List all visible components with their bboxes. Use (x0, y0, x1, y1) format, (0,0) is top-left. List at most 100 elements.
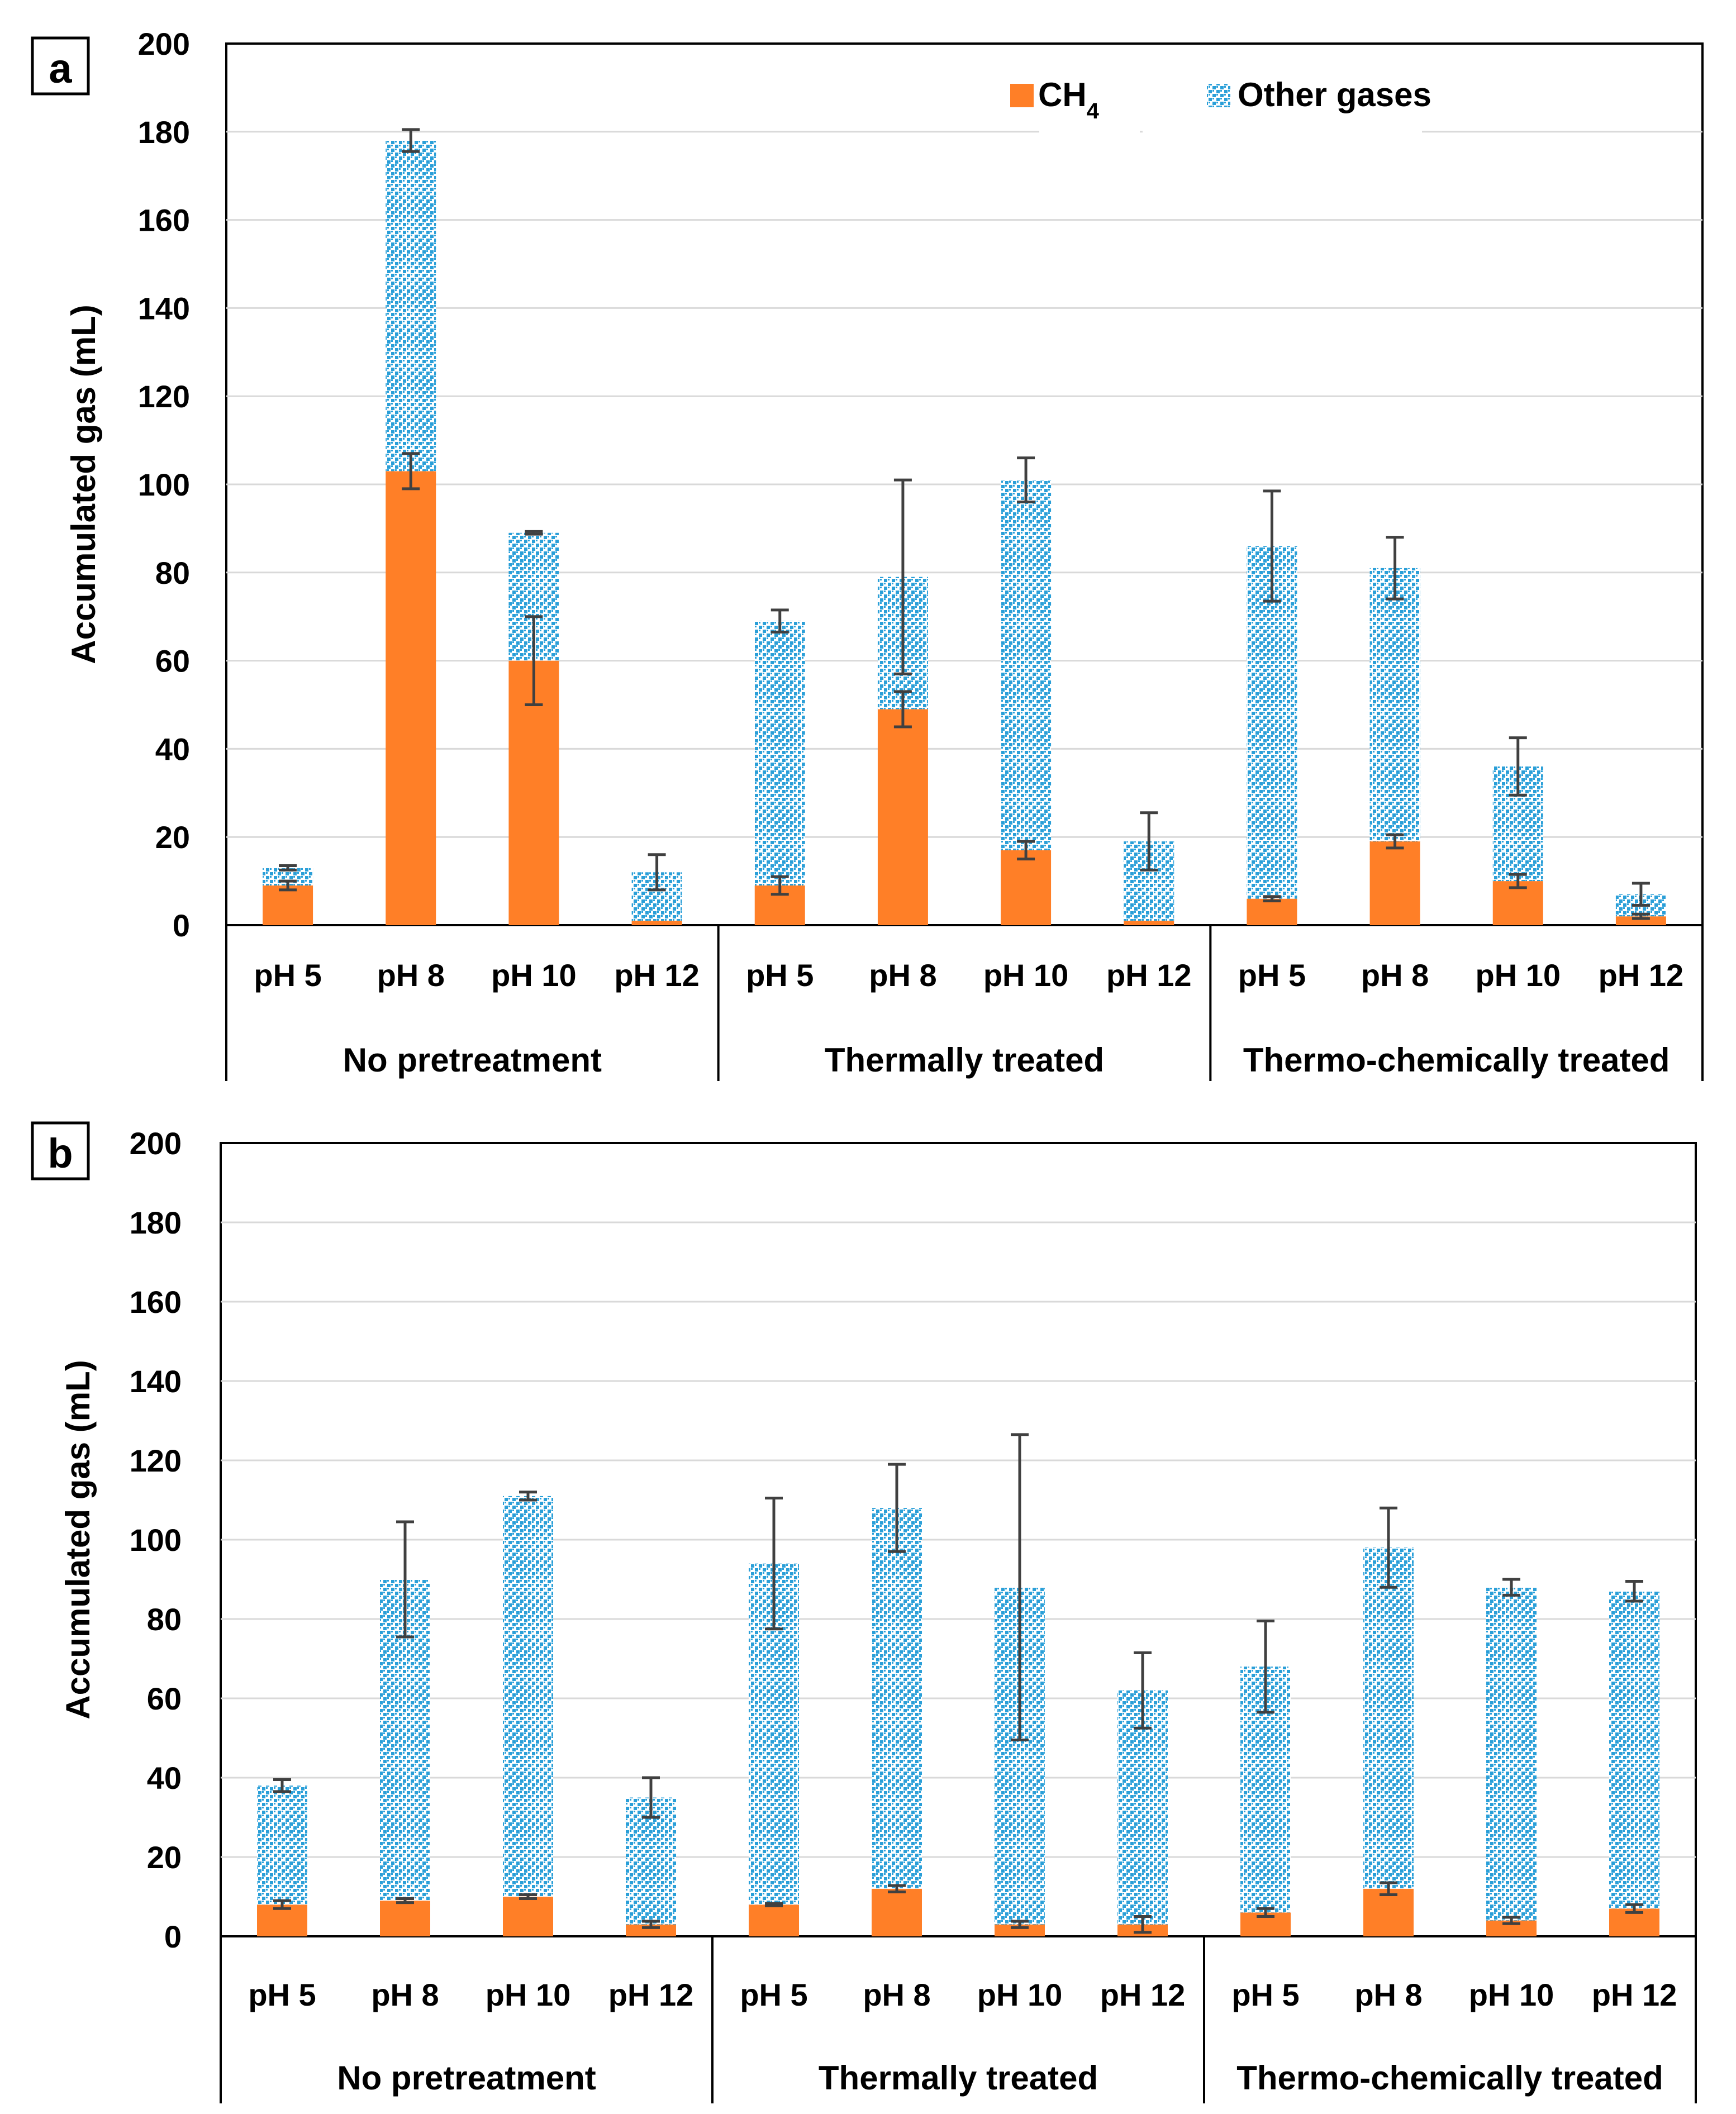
x-category-label: pH 12 (608, 1977, 694, 2012)
bar-other-gases (1363, 1548, 1414, 1889)
error-bar-total (279, 864, 297, 872)
y-tick-label: 0 (164, 1919, 182, 1954)
panel-b-y-tick-labels: 0 20 40 60 80 100 120 140 160 180 200 (130, 1126, 182, 1954)
x-category-label: pH 8 (1354, 1977, 1422, 2012)
bar-ch4 (386, 471, 436, 925)
error-bar-total (1011, 1433, 1029, 1742)
x-category-label: pH 5 (746, 958, 814, 993)
bar-other-gases (1369, 568, 1420, 842)
error-bar-ch4 (279, 879, 297, 892)
bar-other-gases (1247, 546, 1297, 899)
bar-other-gases (754, 621, 805, 885)
error-bar-ch4 (765, 1902, 783, 1907)
y-tick-label: 180 (130, 1205, 182, 1240)
panel-b-letter: b (47, 1130, 73, 1177)
x-category-label: pH 8 (371, 1977, 439, 2012)
x-category-label: pH 10 (977, 1977, 1063, 2012)
error-bar-ch4 (1011, 1920, 1029, 1929)
error-bar-total (1509, 736, 1527, 797)
error-bar-total (888, 1463, 906, 1553)
error-bar-ch4 (1386, 833, 1404, 850)
error-bar-total (519, 1491, 537, 1502)
error-bar-total (525, 530, 543, 536)
y-tick-label: 140 (138, 291, 190, 326)
bar-ch4 (503, 1897, 553, 1936)
error-bar-total (893, 478, 912, 675)
x-category-label: pH 5 (1238, 958, 1306, 993)
x-category-label: pH 8 (1361, 958, 1429, 993)
y-tick-label: 160 (130, 1284, 182, 1320)
error-bar-total (273, 1778, 291, 1793)
x-category-label: pH 10 (486, 1977, 571, 2012)
panel-a-bars (263, 140, 1666, 925)
panel-b-label-box: b (31, 1121, 90, 1180)
error-bar-ch4 (1134, 1915, 1152, 1934)
panel-b-y-axis-label: Accumulated gas (mL) (59, 1360, 97, 1719)
y-tick-label: 60 (155, 644, 190, 679)
bar-ch4 (631, 921, 682, 925)
y-tick-label: 40 (155, 731, 190, 766)
error-bar-ch4 (771, 875, 789, 896)
error-bar-ch4 (1380, 1881, 1397, 1896)
bar-ch4 (1001, 850, 1052, 925)
x-category-label: pH 12 (1100, 1977, 1186, 2012)
panel-b-bars (257, 1496, 1659, 1936)
bar-ch4 (995, 1924, 1045, 1936)
error-bar-ch4 (888, 1884, 906, 1893)
legend-other-gases-label: Other gases (1238, 76, 1431, 113)
y-tick-label: 100 (138, 467, 190, 502)
error-bar-total (1134, 1651, 1152, 1730)
error-bar-total (1625, 1580, 1643, 1603)
y-tick-label: 120 (138, 379, 190, 414)
bar-ch4 (263, 885, 313, 925)
error-bar-total (1386, 536, 1404, 601)
y-tick-label: 0 (173, 908, 190, 943)
bar-ch4 (380, 1901, 430, 1936)
error-bar-total (1140, 811, 1158, 872)
x-category-label: pH 10 (1476, 958, 1561, 993)
x-category-label: pH 10 (983, 958, 1069, 993)
bar-ch4 (1363, 1888, 1414, 1936)
error-bar-ch4 (1263, 895, 1281, 903)
x-group-label: No pretreatment (337, 2059, 596, 2097)
y-tick-label: 120 (130, 1443, 182, 1478)
panel-b-gridlines (221, 1221, 1696, 1858)
error-bar-ch4 (1017, 840, 1035, 861)
bar-other-gases (503, 1496, 553, 1897)
legend-ch4-swatch (1010, 84, 1034, 107)
y-tick-label: 80 (147, 1602, 182, 1637)
legend-ch4-label: CH4 (1038, 76, 1100, 123)
bar-ch4 (877, 709, 928, 925)
error-bar-total (1632, 882, 1650, 907)
y-tick-label: 180 (138, 115, 190, 150)
error-bar-ch4 (1632, 912, 1650, 920)
x-category-label: pH 5 (254, 958, 321, 993)
x-category-label: pH 5 (1231, 1977, 1299, 2012)
error-bar-total (396, 1520, 414, 1639)
panel-b-error-bars (273, 1433, 1643, 1934)
y-tick-label: 80 (155, 555, 190, 591)
y-tick-label: 40 (147, 1760, 182, 1796)
x-group-label: Thermo-chemically treated (1243, 1041, 1670, 1079)
error-bar-ch4 (273, 1899, 291, 1910)
panel-b-x-axis: pH 5 pH 8 pH 10 pH 12 No pretreatment pH 5 pH … (220, 1936, 1697, 2103)
error-bar-total (1257, 1620, 1274, 1714)
error-bar-ch4 (402, 452, 420, 491)
x-group-label: Thermally treated (825, 1041, 1104, 1079)
error-bar-total (1017, 456, 1035, 504)
bar-other-gases (872, 1508, 922, 1889)
x-category-label: pH 8 (869, 958, 936, 993)
panel-a: 0 20 40 60 80 100 120 140 160 180 200 pH 5 pH 8 pH 1… (31, 26, 1704, 1081)
y-tick-label: 60 (147, 1681, 182, 1716)
error-bar-ch4 (642, 1920, 660, 1929)
error-bar-total (402, 128, 420, 153)
error-bar-total (1502, 1578, 1520, 1597)
x-category-label: pH 10 (1469, 1977, 1554, 2012)
x-category-label: pH 8 (863, 1977, 930, 2012)
error-bar-ch4 (519, 1893, 537, 1901)
error-bar-total (642, 1776, 660, 1819)
bar-ch4 (749, 1904, 799, 1936)
y-tick-label: 20 (147, 1840, 182, 1875)
panel-a-y-tick-labels: 0 20 40 60 80 100 120 140 160 180 200 (138, 26, 190, 943)
x-group-label: Thermo-chemically treated (1236, 2059, 1663, 2097)
